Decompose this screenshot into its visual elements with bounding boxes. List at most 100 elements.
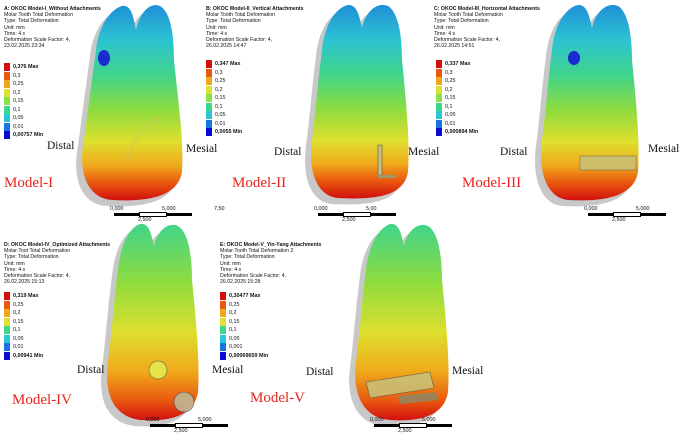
info-line: Time: 4 s: [220, 266, 242, 273]
legend-label: 0,00757 Min: [13, 132, 44, 138]
info-line: Molar Toot Total Deformation: [4, 248, 71, 255]
legend-swatch: [4, 114, 10, 122]
panel-b: B: OKOC Model-II_Vertical Attachments Mo…: [206, 0, 458, 223]
legend-swatch: [220, 351, 226, 360]
panel-title: B: OKOC Model-II_Vertical Attachments: [206, 6, 304, 12]
tooth-model-image: [305, 4, 409, 205]
scale-segment: [374, 424, 400, 427]
legend-swatch: [220, 300, 226, 309]
legend-label: 0,2: [13, 310, 21, 316]
mesial-label: Mesial: [452, 365, 484, 377]
info-line: Deformation Scale Factor: 4,: [434, 37, 501, 44]
legend-label: 0,15: [215, 95, 226, 101]
legend-swatch: [4, 63, 10, 71]
scale-segment: [150, 424, 176, 427]
info-line: Deformation Scale Factor: 4,: [4, 37, 71, 44]
info-line: 23.02.2025 23:34: [4, 43, 45, 50]
distal-label: Distal: [77, 364, 105, 376]
legend-swatch: [436, 128, 442, 136]
legend-swatch: [206, 128, 212, 136]
legend-swatch: [220, 309, 226, 317]
scale-segment: [640, 213, 666, 216]
info-line: Deformation Scale Factor: 4,: [4, 273, 71, 280]
scale-segment: [426, 424, 452, 427]
mesial-label: Mesial: [648, 143, 680, 155]
scale-segment: [139, 212, 167, 217]
scale-tick-label: 2,500: [138, 217, 152, 223]
legend-swatch: [4, 292, 10, 300]
legend-label: 0,1: [229, 327, 237, 333]
legend-swatch: [220, 334, 226, 343]
tooth-model-image: [101, 223, 199, 427]
scale-bar: 0,000 5,00 2,500: [314, 206, 434, 223]
legend-label: 0,05: [229, 335, 240, 342]
legend-swatch: [220, 292, 226, 300]
scale-tick-label: 2,500: [398, 428, 412, 434]
legend-label: 0,001: [229, 344, 243, 350]
panel-a: A: OKOC Model-I_Without Attachments Mola…: [0, 0, 228, 223]
info-line: Unit: mm: [434, 24, 455, 31]
legend-label: 0,2: [229, 310, 237, 316]
scale-tick-label: 0,000: [370, 417, 384, 423]
legend-label: 0,1: [215, 103, 223, 110]
legend-swatch: [220, 343, 226, 351]
info-line: Time: 4 s: [4, 30, 26, 37]
legend-swatch: [436, 68, 442, 77]
scale-segment: [166, 213, 192, 216]
legend-label: 0,376 Max: [13, 64, 39, 70]
legend-label: 0,3: [215, 69, 223, 76]
scale-tick-label: 5,000: [198, 417, 212, 423]
legend-label: 0,347 Max: [215, 61, 241, 67]
model-label: Model-V: [250, 390, 305, 406]
info-line: 26.02.2025 15:28: [220, 279, 261, 286]
legend-label: 0,05: [13, 115, 24, 121]
info-line: 26.02.2025 15:13: [4, 279, 45, 286]
legend-swatch: [206, 119, 212, 128]
scale-segment: [114, 213, 140, 216]
legend-swatch: [206, 102, 212, 111]
info-line: Time: 4 s: [434, 30, 456, 37]
panel-title: A: OKOC Model-I_Without Attachments: [4, 6, 101, 12]
legend-label: 0,0055 Min: [215, 129, 243, 135]
panel-c: C: OKOC Model-III_Horizontal Attachments…: [434, 0, 685, 223]
info-line: Deformation Scale Factor: 4,: [206, 37, 273, 44]
scale-segment: [370, 213, 396, 216]
legend-label: 0,00069659 Min: [229, 352, 269, 359]
scale-segment: [318, 213, 344, 216]
color-legend: 0,337 Max 0,3 0,25 0,2 0,15 0,1 0,05 0,01 0,0008…: [436, 60, 496, 136]
scale-bar: 0,000 5,000 2,500: [146, 417, 240, 434]
info-line: Molar Tooth Total Deformation: [206, 12, 276, 19]
scale-segment: [343, 212, 371, 217]
panel-e: E: OKOC Model-V_Yin-Yang Attachments Mol…: [220, 220, 685, 440]
legend-swatch: [436, 94, 442, 102]
info-line: Molar Tooth Total Deformation 2: [220, 248, 294, 255]
mesial-label: Mesial: [212, 364, 244, 376]
tooth-model-image: [76, 5, 183, 207]
legend-swatch: [4, 122, 10, 131]
legend-swatch: [220, 326, 226, 334]
scale-segment: [613, 212, 641, 217]
legend-swatch: [4, 317, 10, 326]
scale-tick-label: 5,00: [366, 206, 377, 212]
legend-label: 0,05: [13, 335, 24, 342]
distal-label: Distal: [306, 366, 334, 378]
info-line: Time: 4 s: [206, 30, 228, 37]
mesial-label: Mesial: [186, 143, 218, 155]
info-line: Unit: mm: [4, 260, 25, 267]
info-line: Type: Total Deformation: [206, 18, 261, 25]
info-line: Type: Total Deformation: [220, 254, 275, 261]
scale-tick-label: 0,000: [314, 206, 328, 212]
scale-segment: [202, 424, 228, 427]
scale-tick-label: 2,500: [342, 217, 356, 223]
scale-tick-label: 5,000: [636, 206, 650, 212]
legend-label: 0,25: [13, 81, 24, 87]
legend-swatch: [4, 88, 10, 97]
legend-swatch: [4, 131, 10, 139]
info-line: Deformation Scale Factor: 4,: [220, 273, 287, 280]
color-legend: 0,376 Max 0,3 0,25 0,2 0,15 0,1 0,05 0,01 0,0075…: [4, 63, 64, 139]
legend-label: 0,15: [13, 318, 24, 325]
legend-swatch: [436, 119, 442, 128]
scale-tick-label: 0,000: [584, 206, 598, 212]
legend-swatch: [220, 317, 226, 326]
info-line: Time: 4 s: [4, 266, 26, 273]
